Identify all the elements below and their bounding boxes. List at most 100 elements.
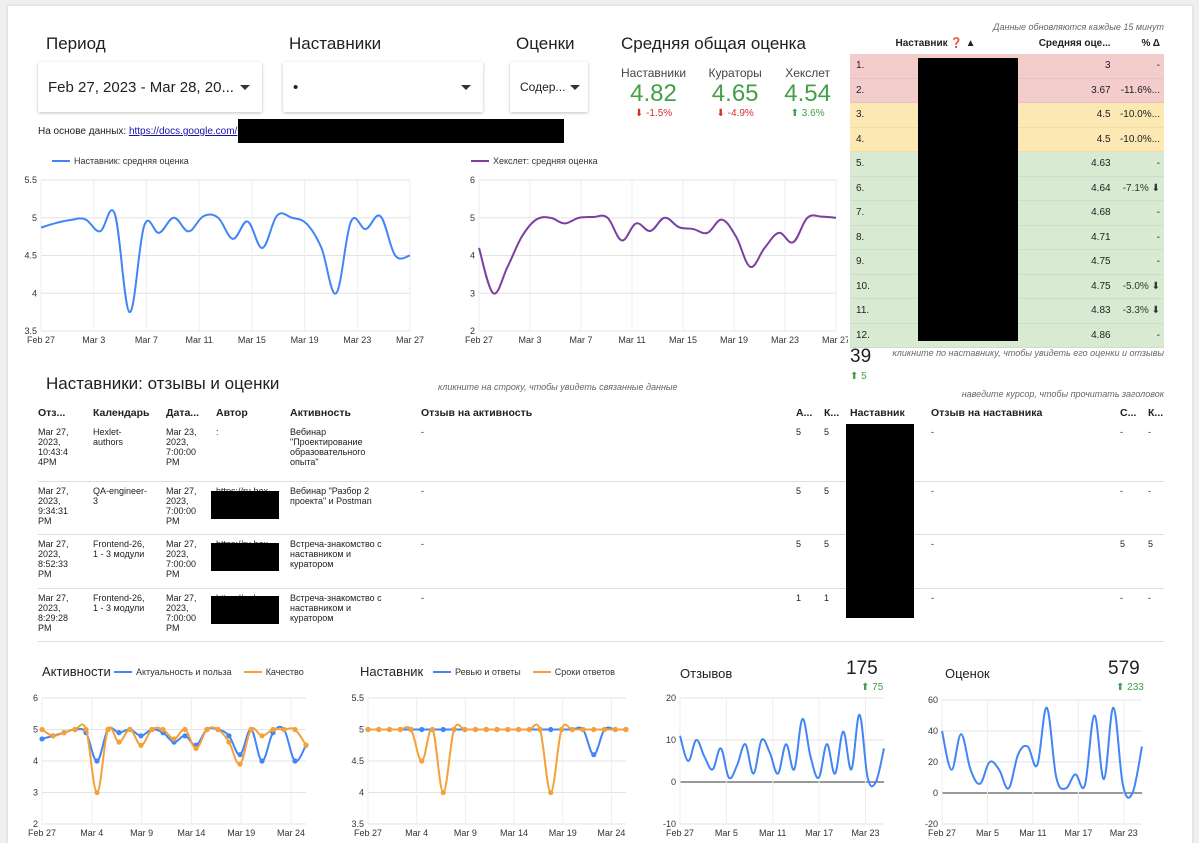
mentor-table-header: Наставник ❓ ▲ Средняя оце... % Δ	[850, 32, 1164, 54]
column-header[interactable]: Отзыв на активность	[421, 407, 533, 419]
table-cell-act: Вебинар "Разбор 2 проекта" и Postman	[290, 486, 372, 506]
column-header[interactable]: Отз...	[38, 407, 66, 419]
column-header[interactable]: Отзыв на наставника	[931, 407, 1043, 419]
table-cell-s: -	[1120, 593, 1123, 603]
table-cell-s: -	[1120, 486, 1123, 496]
column-header[interactable]: К...	[1148, 407, 1164, 419]
table-cell-k2: -	[1148, 486, 1151, 496]
table-cell-a: 5	[796, 427, 802, 437]
series-line	[941, 706, 1143, 799]
data-point	[72, 726, 78, 733]
y-tick-label: 5	[32, 213, 37, 223]
table-row[interactable]: Mar 27, 2023, 8:29:28 PM Frontend-26, 1 -…	[38, 589, 1164, 642]
column-header[interactable]: Автор	[216, 407, 248, 419]
x-tick-label: Feb 27	[928, 828, 956, 838]
table-cell-ts: Mar 27, 2023, 8:52:33 PM	[38, 539, 69, 579]
mentor-delta: -10.0%...	[1119, 109, 1160, 121]
y-tick-label: 4	[359, 788, 364, 798]
mentor-score: 4.75	[1091, 280, 1111, 292]
y-tick-label: 2	[470, 326, 475, 336]
y-tick-label: 4.5	[351, 756, 364, 766]
column-header[interactable]: Наставник	[850, 407, 905, 419]
column-header[interactable]: К...	[824, 407, 840, 419]
table-cell-ts: Mar 27, 2023, 8:29:28 PM	[38, 593, 69, 633]
data-point	[292, 726, 298, 733]
y-tick-label: 6	[33, 693, 38, 703]
data-source-prefix: На основе данных:	[38, 126, 127, 137]
col-mentor[interactable]: Наставник ❓ ▲	[895, 38, 984, 49]
data-point	[259, 733, 265, 739]
x-tick-label: Mar 11	[759, 828, 786, 838]
col-delta[interactable]: % Δ	[1141, 37, 1160, 49]
legend-label: Хекслет: средняя оценка	[493, 156, 598, 166]
reviews-count-title: Отзывов	[680, 666, 733, 681]
data-point	[591, 726, 597, 733]
ratings-value: Содер...	[520, 80, 566, 94]
column-header[interactable]: С...	[1120, 407, 1137, 419]
data-point	[601, 726, 608, 733]
table-row[interactable]: Mar 27, 2023, 10:43:4 4PM Hexlet- authors…	[38, 423, 1164, 482]
table-cell-k: 1	[824, 593, 830, 603]
y-tick-label: 40	[928, 726, 938, 736]
table-row[interactable]: Mar 27, 2023, 9:34:31 PM QA-engineer- 3 Ma…	[38, 482, 1164, 535]
data-point	[408, 726, 414, 733]
legend-line	[243, 671, 262, 673]
mentor-delta: -3.3% ⬇	[1122, 305, 1160, 317]
x-tick-label: Mar 9	[454, 828, 477, 838]
data-point	[612, 726, 618, 733]
y-tick-label: 4	[32, 288, 37, 298]
x-tick-label: Mar 14	[500, 828, 528, 838]
x-tick-label: Mar 19	[227, 828, 255, 838]
period-dropdown[interactable]: Feb 27, 2023 - Mar 28, 20...	[38, 62, 262, 112]
data-source: На основе данных: https://docs.google.co…	[38, 126, 237, 137]
data-point	[429, 726, 436, 733]
col-avg-score[interactable]: Средняя оце...	[1038, 37, 1111, 49]
data-point	[116, 730, 122, 736]
x-tick-label: Mar 23	[1110, 828, 1138, 838]
column-header[interactable]: Активность	[290, 407, 351, 419]
x-tick-label: Mar 24	[277, 828, 305, 838]
data-point	[451, 726, 457, 733]
series-line	[478, 214, 837, 295]
data-point	[505, 726, 511, 733]
column-header[interactable]: Дата...	[166, 407, 200, 419]
table-cell-mfb: -	[931, 427, 934, 437]
x-tick-label: Mar 17	[1064, 828, 1092, 838]
y-tick-label: -10	[663, 819, 676, 829]
score-label: Кураторы	[708, 66, 762, 80]
y-tick-label: 2	[33, 819, 38, 829]
data-source-link[interactable]: https://docs.google.com/	[128, 126, 238, 137]
table-cell-fb: -	[421, 486, 424, 496]
table-cell-k: 5	[824, 539, 830, 549]
score-value: 4.54	[784, 80, 831, 107]
redacted-mentor-column	[846, 424, 914, 618]
mentor-legend: Ревью и ответы Сроки ответов	[433, 667, 615, 677]
mentor-rank: 12.	[856, 329, 870, 341]
data-point	[226, 739, 232, 745]
score-label: Хекслет	[785, 66, 831, 80]
table-row[interactable]: Mar 27, 2023, 8:52:33 PM Frontend-26, 1 -…	[38, 535, 1164, 589]
x-tick-label: Mar 15	[238, 335, 266, 345]
data-point	[237, 752, 243, 758]
column-header[interactable]: Календарь	[93, 407, 150, 419]
table-cell-k: 5	[824, 486, 830, 496]
y-tick-label: -20	[925, 819, 938, 829]
mentor-delta: -	[1156, 329, 1160, 341]
redacted-author	[211, 543, 279, 571]
data-point	[94, 758, 100, 764]
x-tick-label: Mar 15	[669, 335, 697, 345]
x-tick-label: Mar 3	[518, 335, 541, 345]
column-header[interactable]: А...	[796, 407, 813, 419]
data-point	[248, 726, 254, 733]
mentor-rank: 3.	[856, 109, 865, 121]
ratings-dropdown[interactable]: Содер...	[510, 62, 588, 112]
table-cell-cal: Hexlet- authors	[93, 427, 124, 447]
y-tick-label: 20	[928, 757, 938, 767]
mentors-dropdown[interactable]: •	[283, 62, 483, 112]
x-tick-label: Feb 27	[354, 828, 382, 838]
col-mentor-label: Наставник	[895, 37, 948, 49]
data-point	[397, 726, 403, 733]
table-cell-act: Встреча-знакомство с наставником и курат…	[290, 593, 382, 623]
data-point	[149, 726, 155, 733]
data-point	[193, 745, 199, 751]
